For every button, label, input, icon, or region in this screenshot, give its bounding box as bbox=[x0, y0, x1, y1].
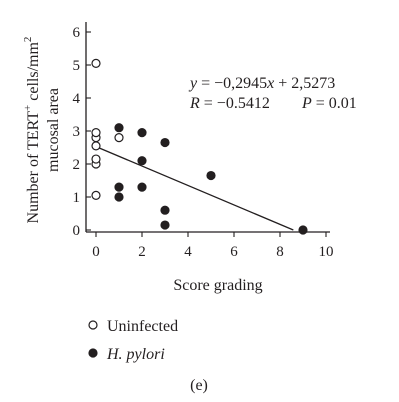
regression-equation: y = −0,2945x + 2,5273 bbox=[188, 75, 335, 92]
y-tick-label: 3 bbox=[73, 124, 81, 140]
x-tick-label: 8 bbox=[276, 244, 284, 260]
data-point-uninfected bbox=[91, 141, 101, 151]
y-tick-label: 0 bbox=[73, 223, 81, 239]
data-point-uninfected bbox=[91, 190, 101, 200]
x-tick-label: 2 bbox=[138, 244, 146, 260]
regression-line bbox=[95, 146, 294, 231]
x-tick-label: 10 bbox=[319, 244, 334, 260]
y-axis-title-line2: mucosal area bbox=[45, 88, 62, 172]
legend: Uninfected H. pylori bbox=[88, 318, 178, 363]
panel-label: (e) bbox=[190, 377, 208, 394]
y-axis-title-sup2: 2 bbox=[22, 37, 34, 43]
y-ticks: 0 1 2 3 4 5 6 bbox=[73, 25, 91, 239]
p-value: P = 0.01 bbox=[301, 95, 357, 112]
data-point-hpylori bbox=[298, 225, 308, 235]
x-tick-label: 4 bbox=[184, 244, 192, 260]
x-tick-label: 0 bbox=[92, 244, 100, 260]
correlation-r: R = −0.5412 bbox=[189, 95, 270, 112]
x-ticks: 0 2 4 6 8 10 bbox=[92, 232, 334, 260]
x-tick-label: 6 bbox=[230, 244, 238, 260]
y-axis-title-part1: Number of TERT bbox=[25, 111, 42, 224]
data-point-hpylori bbox=[206, 170, 216, 181]
y-axis-title-sup1: + bbox=[22, 105, 34, 111]
data-point-hpylori bbox=[137, 182, 147, 192]
x-axis-title: Score grading bbox=[173, 277, 262, 294]
legend-marker-hpylori bbox=[88, 348, 98, 358]
y-tick-label: 5 bbox=[73, 58, 81, 74]
data-point-hpylori bbox=[114, 123, 124, 133]
y-axis-title-part2: cells/mm bbox=[25, 42, 42, 105]
data-point-hpylori bbox=[137, 156, 147, 166]
data-point-uninfected bbox=[91, 154, 101, 164]
legend-label-uninfected: Uninfected bbox=[107, 318, 178, 335]
legend-marker-uninfected bbox=[88, 320, 98, 330]
y-tick-label: 6 bbox=[73, 25, 81, 41]
data-point-uninfected bbox=[91, 58, 101, 68]
data-point-hpylori bbox=[114, 192, 124, 202]
data-point-hpylori bbox=[160, 220, 170, 230]
y-tick-label: 1 bbox=[73, 190, 81, 206]
data-point-uninfected bbox=[91, 128, 101, 138]
data-point-uninfected bbox=[114, 133, 124, 143]
data-point-hpylori bbox=[160, 205, 170, 215]
data-point-hpylori bbox=[137, 128, 147, 138]
data-points bbox=[91, 58, 308, 235]
y-tick-label: 4 bbox=[73, 91, 81, 107]
data-point-hpylori bbox=[160, 137, 170, 148]
svg-text:Number of TERT+ cells/mm2: Number of TERT+ cells/mm2 bbox=[22, 37, 42, 224]
data-point-hpylori bbox=[114, 182, 124, 192]
y-axis-title: Number of TERT+ cells/mm2 mucosal area bbox=[22, 37, 62, 224]
legend-label-hpylori: H. pylori bbox=[106, 346, 165, 363]
y-tick-label: 2 bbox=[73, 157, 81, 173]
